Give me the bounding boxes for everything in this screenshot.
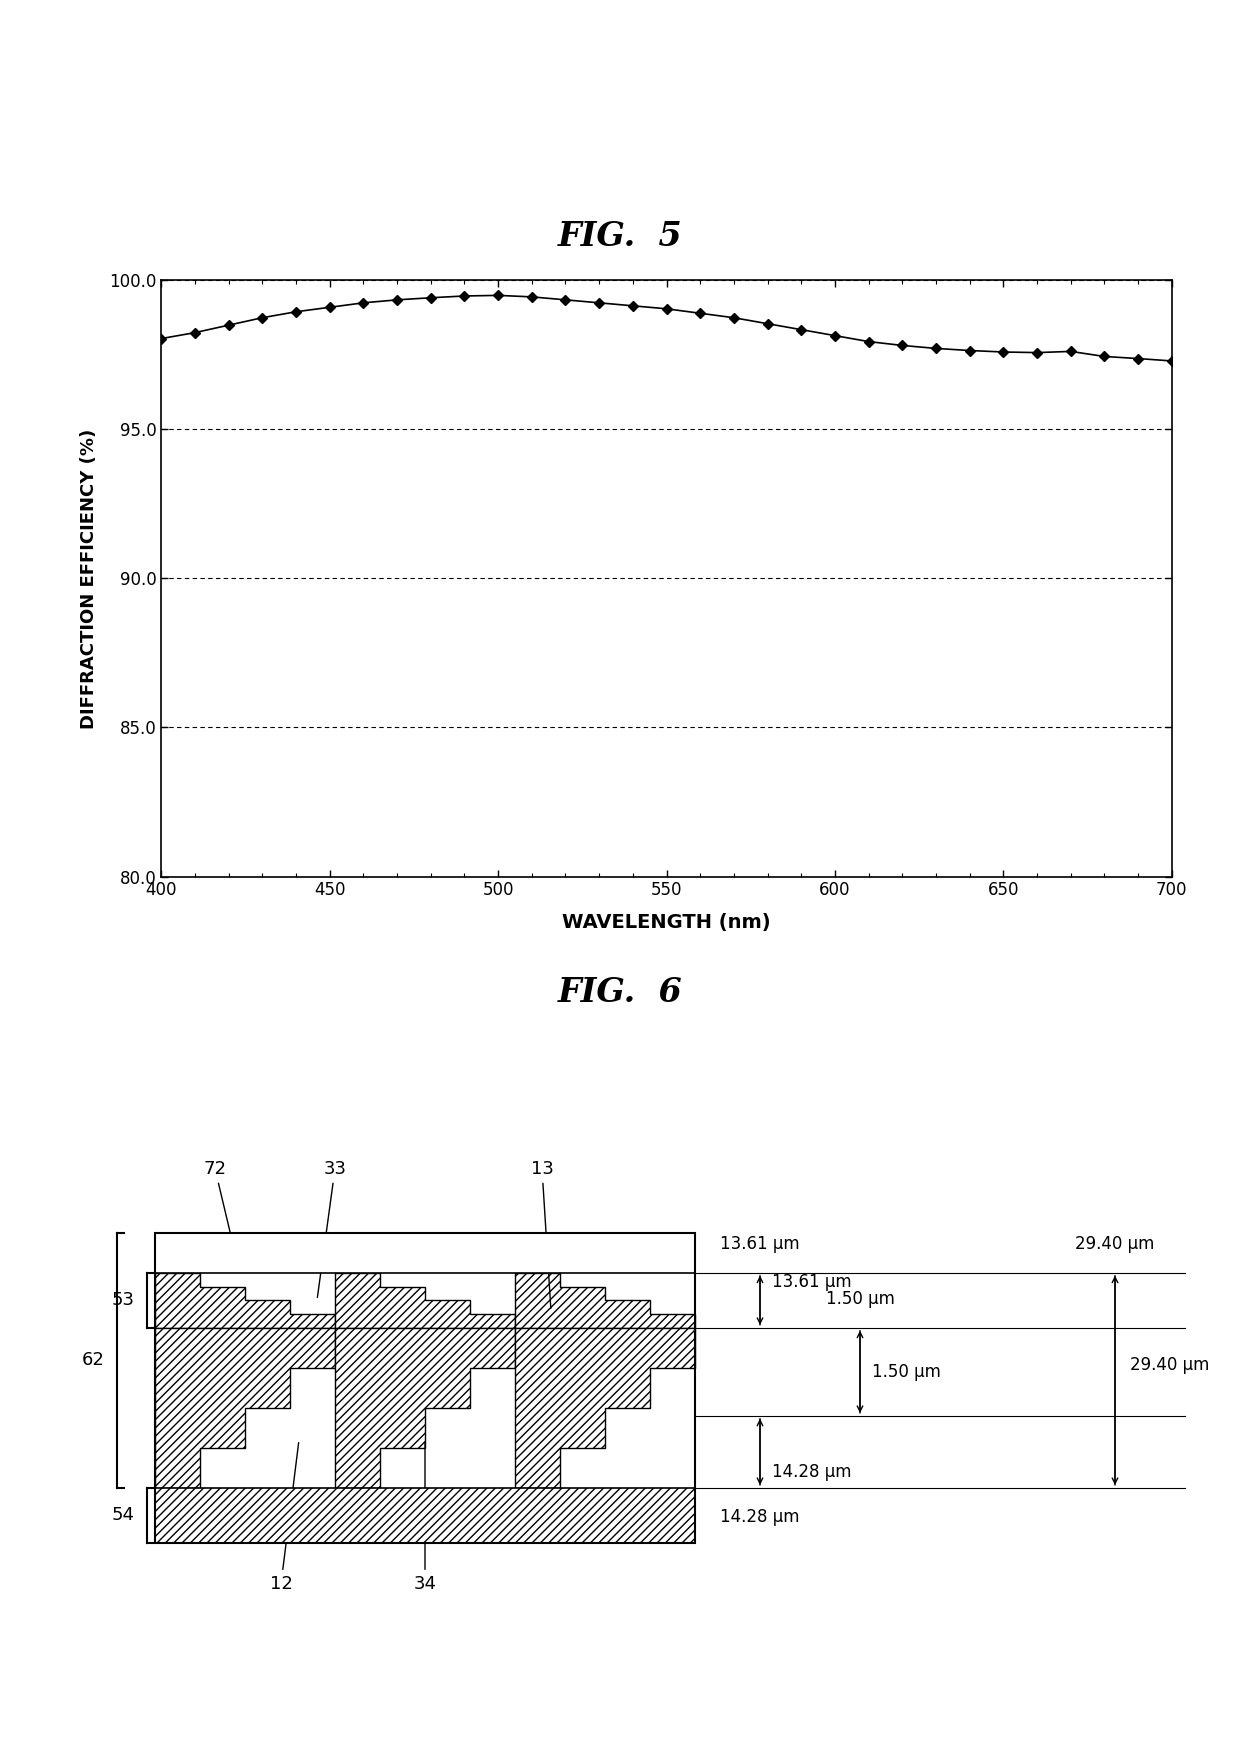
Text: 12: 12 [269, 1443, 299, 1593]
Text: FIG.  6: FIG. 6 [558, 976, 682, 1010]
Text: 29.40 μm: 29.40 μm [1130, 1357, 1209, 1374]
Text: 33: 33 [317, 1160, 346, 1297]
Text: 62: 62 [82, 1352, 105, 1369]
Polygon shape [155, 1327, 335, 1488]
Text: 53: 53 [112, 1292, 135, 1309]
Bar [155, 1488, 694, 1543]
Bar [155, 1232, 694, 1273]
Text: 14.28 μm: 14.28 μm [720, 1508, 800, 1525]
Bar [155, 1488, 694, 1543]
Text: 1.50 μm: 1.50 μm [826, 1290, 894, 1308]
Text: 13.61 μm: 13.61 μm [773, 1273, 852, 1292]
Polygon shape [335, 1327, 515, 1488]
Polygon shape [515, 1327, 694, 1488]
Text: 54: 54 [112, 1506, 135, 1525]
Polygon shape [155, 1273, 335, 1327]
Text: 14.28 μm: 14.28 μm [773, 1462, 852, 1481]
Text: 29.40 μm: 29.40 μm [1075, 1234, 1154, 1253]
Text: 34: 34 [413, 1443, 436, 1593]
Polygon shape [335, 1273, 515, 1327]
Y-axis label: DIFFRACTION EFFICIENCY (%): DIFFRACTION EFFICIENCY (%) [79, 428, 98, 729]
Text: 13.61 μm: 13.61 μm [720, 1234, 800, 1253]
Text: 13: 13 [531, 1160, 553, 1308]
X-axis label: WAVELENGTH (nm): WAVELENGTH (nm) [562, 913, 771, 933]
Polygon shape [515, 1273, 694, 1327]
Text: FIG.  5: FIG. 5 [558, 221, 682, 252]
Text: 72: 72 [203, 1160, 234, 1250]
Text: 1.50 μm: 1.50 μm [872, 1362, 941, 1381]
